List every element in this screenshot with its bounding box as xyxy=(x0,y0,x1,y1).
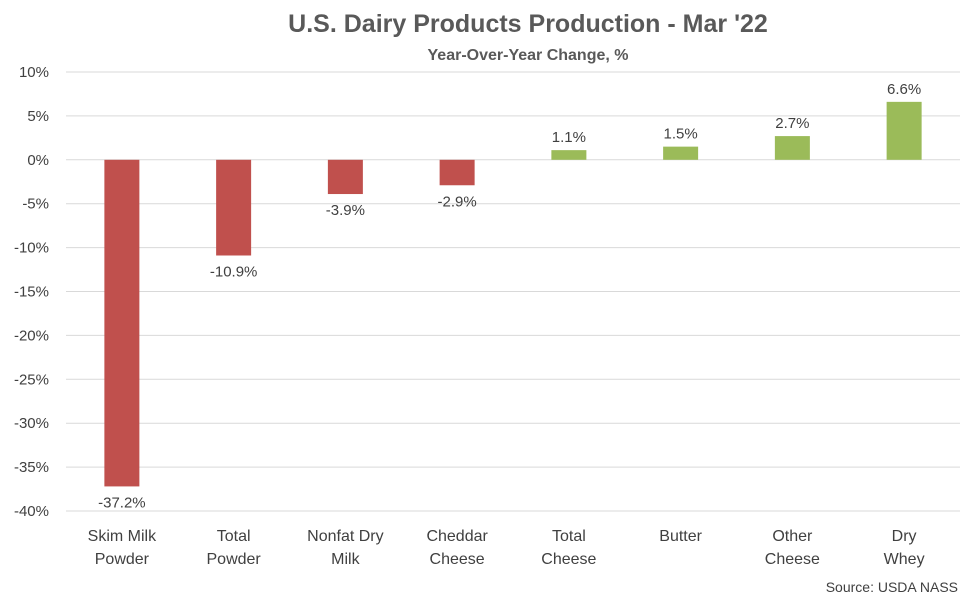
y-tick-label: -40% xyxy=(14,503,49,520)
y-tick-label: 0% xyxy=(27,152,49,169)
y-tick-label: -5% xyxy=(22,196,49,213)
bar xyxy=(774,136,810,160)
bar xyxy=(663,146,699,160)
x-tick-label: Powder xyxy=(207,551,262,568)
x-tick-label: Total xyxy=(552,528,586,545)
x-tick-label: Total xyxy=(217,528,251,545)
gridlines xyxy=(66,71,960,512)
y-tick-label: -15% xyxy=(14,284,49,301)
y-tick-label: -10% xyxy=(14,240,49,257)
data-label: 2.7% xyxy=(775,115,809,132)
data-label: 1.5% xyxy=(664,126,698,143)
y-axis-ticks: 10% 5% 0% -5% -10% -15% -20% -25% -30% -35% -40% xyxy=(14,64,49,520)
y-tick-label: -30% xyxy=(14,415,49,432)
chart-subtitle: Year-Over-Year Change, % xyxy=(428,47,629,64)
x-tick-label: Dry xyxy=(892,528,917,545)
source-note: Source: USDA NASS xyxy=(826,579,958,595)
bar xyxy=(551,150,587,160)
x-tick-label: Whey xyxy=(884,551,925,568)
data-label: -3.9% xyxy=(326,202,365,219)
y-tick-label: 5% xyxy=(27,108,49,125)
x-tick-label: Powder xyxy=(95,551,150,568)
y-tick-label: 10% xyxy=(19,64,49,81)
data-label: -37.2% xyxy=(98,494,146,511)
y-tick-label: -35% xyxy=(14,459,49,476)
x-tick-label: Skim Milk xyxy=(88,528,157,545)
x-tick-label: Cheese xyxy=(430,551,485,568)
data-label: -2.9% xyxy=(438,193,477,210)
data-label: 6.6% xyxy=(887,81,921,98)
chart-title: U.S. Dairy Products Production - Mar '22 xyxy=(288,10,768,38)
bar xyxy=(886,101,922,160)
bar xyxy=(327,159,363,195)
x-tick-label: Butter xyxy=(659,528,702,545)
y-tick-label: -25% xyxy=(14,371,49,388)
data-labels: -37.2% -10.9% -3.9% -2.9% 1.1% 1.5% 2.7% 6.6% xyxy=(98,81,921,512)
x-tick-label: Nonfat Dry xyxy=(307,528,383,545)
bar xyxy=(216,159,252,256)
data-label: 1.1% xyxy=(552,129,586,146)
bars xyxy=(104,101,922,487)
x-tick-label: Cheddar xyxy=(426,528,488,545)
bar xyxy=(439,159,475,186)
x-tick-label: Milk xyxy=(331,551,360,568)
x-tick-label: Cheese xyxy=(765,551,820,568)
data-label: -10.9% xyxy=(210,264,258,281)
y-tick-label: -20% xyxy=(14,327,49,344)
x-tick-label: Cheese xyxy=(541,551,596,568)
x-tick-label: Other xyxy=(772,528,813,545)
bar xyxy=(104,159,140,487)
x-axis-labels: Skim Milk Powder Total Powder Nonfat Dry Milk… xyxy=(88,528,925,568)
